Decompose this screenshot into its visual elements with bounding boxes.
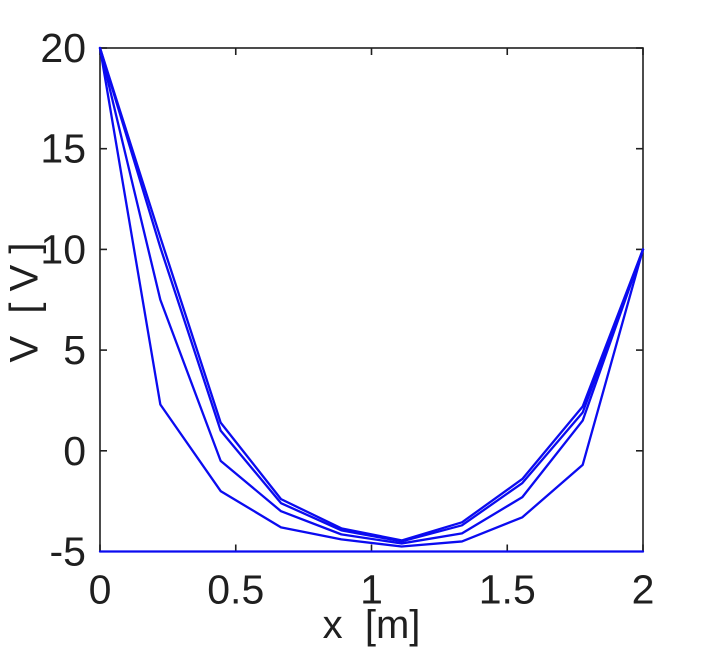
y-axis-label: V [ V ] <box>2 242 47 363</box>
series-line-2 <box>98 46 645 548</box>
y-tick-label: 20 <box>40 25 86 71</box>
x-tick-label: 1.5 <box>479 567 536 613</box>
series-line-4 <box>98 46 645 543</box>
y-tick-label: 10 <box>40 226 86 272</box>
x-tick-label: 2 <box>632 567 655 613</box>
series-line-3 <box>98 46 645 545</box>
series-line-5 <box>98 46 645 542</box>
y-tick-label: 5 <box>63 327 86 373</box>
x-axis-label: x [m] <box>322 603 421 647</box>
x-tick-label: 0 <box>89 567 112 613</box>
x-tick-label: 1 <box>360 567 383 613</box>
y-tick-label: 0 <box>63 428 86 474</box>
y-tick-label: 15 <box>40 126 86 172</box>
x-tick-label: 0.5 <box>207 567 264 613</box>
y-tick-label: -5 <box>50 529 86 575</box>
